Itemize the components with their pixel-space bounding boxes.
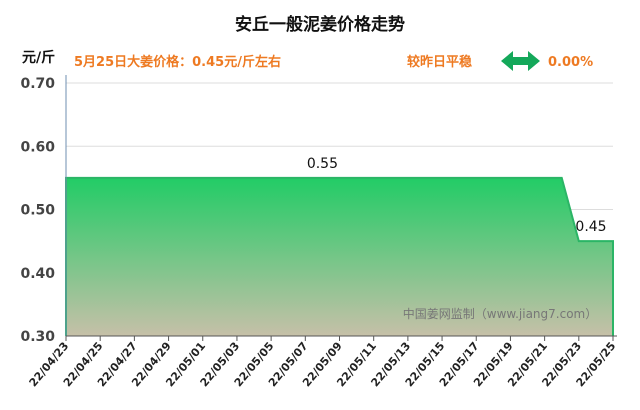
price-info-text: 5月25日大姜价格：0.45元/斤左右 — [74, 54, 281, 70]
data-label: 0.45 — [575, 219, 606, 235]
double-arrow-icon — [501, 51, 540, 71]
data-label: 0.55 — [307, 156, 338, 172]
y-tick-label: 0.50 — [20, 203, 55, 219]
watermark: 中国姜网监制（www.jiang7.com） — [403, 306, 597, 321]
chart-title: 安丘一般泥姜价格走势 — [235, 14, 405, 35]
y-tick-label: 0.30 — [20, 329, 55, 345]
y-axis-unit: 元/斤 — [22, 49, 55, 66]
y-tick-label: 0.70 — [20, 76, 55, 92]
change-percent: 0.00% — [548, 55, 593, 70]
y-tick-label: 0.60 — [20, 139, 55, 155]
trend-text: 较昨日平稳 — [407, 54, 472, 70]
price-area-fill — [66, 177, 613, 336]
y-tick-label: 0.40 — [20, 266, 55, 282]
price-series-line — [65, 176, 614, 336]
